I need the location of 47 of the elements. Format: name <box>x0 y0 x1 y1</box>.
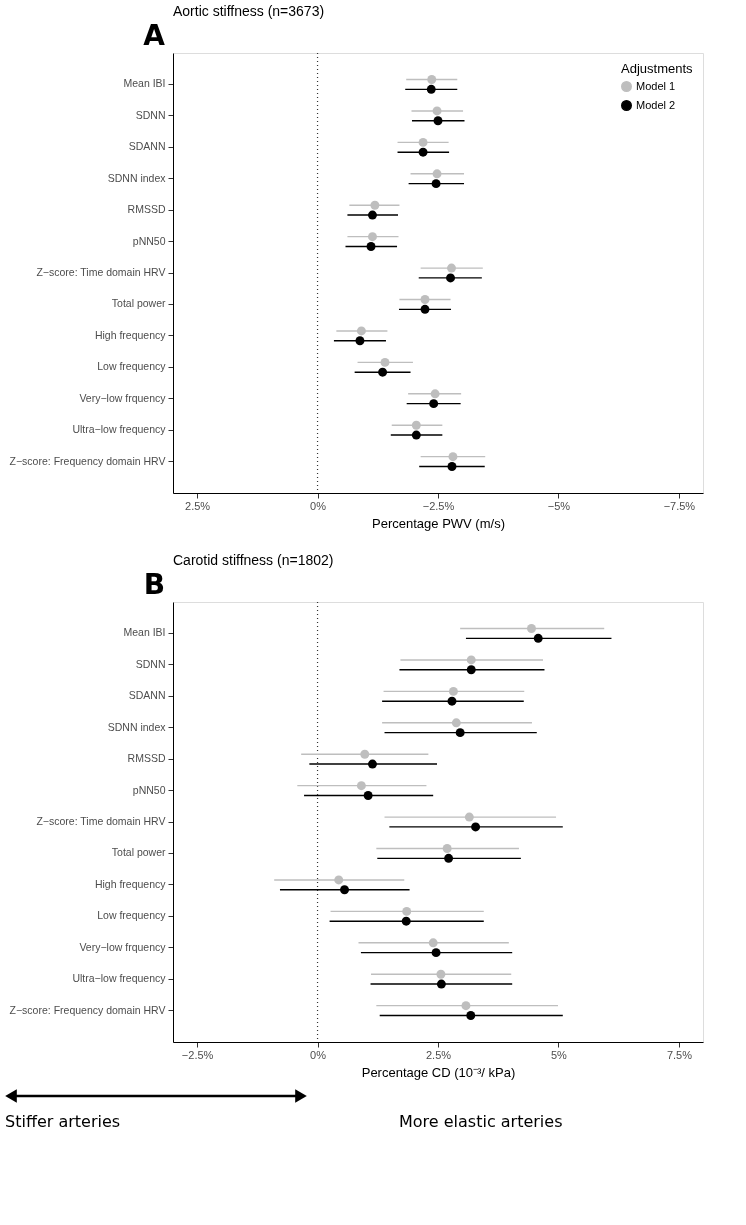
y-tick-label: Ultra−low frequency <box>72 423 167 436</box>
legend-label: Model 2 <box>636 98 676 111</box>
text: Stiffer arteries <box>5 1112 121 1131</box>
y-tick-label: High frequency <box>94 877 167 890</box>
y-tick-label: SDNN <box>135 657 166 670</box>
y-tick-label: High frequency <box>94 328 167 341</box>
y-tick-label: Z−score: Frequency domain HRV <box>9 454 166 467</box>
y-tick-label: Very−low frquency <box>79 391 167 404</box>
text: A <box>143 19 166 52</box>
legend-title: Adjustments <box>621 61 694 76</box>
x-tick-label: 0% <box>310 499 327 512</box>
y-tick-label: Z−score: Time domain HRV <box>36 815 166 827</box>
y-tick-label: Low frequency <box>97 909 167 922</box>
x-tick-label: −5% <box>547 499 571 512</box>
chart-title: Aortic stiffness (n=3673) <box>173 3 325 19</box>
legend-label: Model 1 <box>636 79 676 92</box>
y-tick-label: SDANN <box>128 689 166 702</box>
y-tick-label: Total power <box>111 297 166 310</box>
y-tick-label: SDANN <box>128 140 166 153</box>
y-tick-label: Ultra−low frequency <box>72 972 167 985</box>
x-tick-label: 5% <box>551 1048 568 1061</box>
x-tick-label: 2.5% <box>425 1048 452 1061</box>
text: B <box>143 568 165 601</box>
x-tick-label: −2.5% <box>422 499 455 512</box>
x-tick-label: 2.5% <box>185 499 211 512</box>
y-tick-label: Low frequency <box>97 360 167 373</box>
y-tick-label: Mean IBI <box>123 626 166 639</box>
y-tick-label: SDNN index <box>107 171 167 184</box>
x-tick-label: −7.5% <box>663 499 696 512</box>
x-tick-label: 0% <box>310 1048 327 1061</box>
y-tick-label: pNN50 <box>132 234 166 247</box>
y-tick-label: SDNN <box>135 108 166 121</box>
y-tick-label: Total power <box>111 846 166 859</box>
y-tick-label: Very−low frquency <box>79 940 167 953</box>
y-tick-label: Z−score: Time domain HRV <box>36 266 166 278</box>
x-axis-title: Percentage CD (10⁻³/ kPa) <box>361 1064 516 1080</box>
y-tick-label: Mean IBI <box>123 77 166 90</box>
y-tick-label: Z−score: Frequency domain HRV <box>9 1003 166 1016</box>
text: More elastic arteries <box>399 1112 563 1131</box>
y-tick-label: SDNN index <box>107 720 167 733</box>
chart-title: Carotid stiffness (n=1802) <box>173 552 334 568</box>
x-tick-label: −2.5% <box>181 1048 214 1061</box>
y-tick-label: RMSSD <box>127 752 166 765</box>
y-tick-label: RMSSD <box>127 203 166 216</box>
x-axis-title: Percentage PWV (m/s) <box>372 515 505 531</box>
y-tick-label: pNN50 <box>132 783 166 796</box>
x-tick-label: 7.5% <box>666 1048 693 1061</box>
